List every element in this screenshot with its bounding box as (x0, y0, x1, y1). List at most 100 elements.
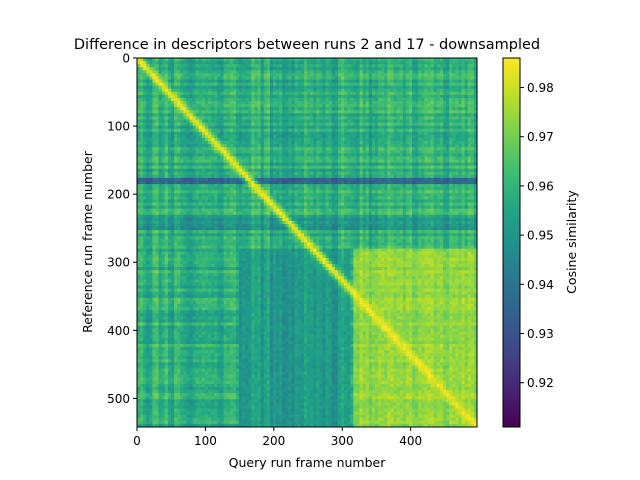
heatmap-cell (350, 70, 354, 74)
heatmap-cell (467, 97, 472, 102)
heatmap-cell (427, 101, 432, 105)
heatmap-cell (418, 79, 422, 84)
heatmap-cell (266, 67, 271, 71)
heatmap-cell (251, 58, 256, 62)
heatmap-cell (254, 70, 259, 74)
heatmap-cell (171, 61, 175, 65)
heatmap-cell (189, 76, 194, 81)
heatmap-cell (279, 70, 283, 74)
heatmap-cell (140, 61, 144, 65)
heatmap-cell (427, 88, 432, 93)
heatmap-cell (424, 88, 429, 93)
heatmap-cell (368, 101, 373, 105)
heatmap-cell (235, 82, 240, 87)
heatmap-cell (282, 64, 286, 68)
heatmap-cell (418, 104, 422, 108)
heatmap-cell (378, 67, 382, 71)
heatmap-cell (399, 73, 404, 78)
heatmap-cell (331, 91, 336, 96)
heatmap-cell (205, 64, 209, 68)
heatmap-cell (452, 73, 456, 78)
heatmap-cell (167, 85, 172, 90)
heatmap-cell (371, 94, 376, 99)
heatmap-cell (211, 94, 215, 99)
heatmap-cell (248, 104, 252, 108)
heatmap-cell (396, 58, 401, 62)
heatmap-cell (201, 88, 206, 93)
heatmap-cell (149, 61, 154, 65)
heatmap-cell (205, 101, 209, 105)
heatmap-cell (310, 73, 314, 78)
heatmap-cell (155, 79, 160, 84)
heatmap-cell (161, 94, 166, 99)
heatmap-cell (279, 73, 283, 78)
heatmap-cell (470, 70, 475, 74)
heatmap-cell (371, 91, 376, 96)
heatmap-cell (303, 67, 308, 71)
heatmap-cell (288, 61, 293, 65)
heatmap-cell (473, 97, 477, 102)
heatmap-cell (300, 64, 305, 68)
heatmap-cell (310, 61, 314, 65)
heatmap-cell (254, 58, 259, 62)
heatmap-cell (347, 79, 351, 84)
heatmap-cell (257, 82, 262, 87)
heatmap-cell (300, 85, 305, 90)
heatmap-cell (402, 94, 407, 99)
heatmap-cell (189, 82, 194, 87)
heatmap-cell (248, 85, 252, 90)
heatmap-cell (266, 104, 271, 108)
heatmap-cell (458, 67, 463, 71)
heatmap-cell (402, 104, 407, 108)
heatmap-cell (174, 76, 178, 81)
heatmap-cell (171, 58, 175, 62)
heatmap-cell (307, 94, 311, 99)
heatmap-cell (285, 88, 290, 93)
heatmap-cell (467, 94, 472, 99)
heatmap-cell (310, 101, 314, 105)
heatmap-cell (365, 67, 370, 71)
heatmap-cell (439, 82, 444, 87)
heatmap-cell (344, 58, 348, 62)
heatmap-cell (174, 79, 178, 84)
heatmap-cell (418, 82, 422, 87)
heatmap-cell (257, 85, 262, 90)
heatmap-cell (140, 79, 144, 84)
heatmap-cell (174, 58, 178, 62)
heatmap-cell (347, 82, 351, 87)
heatmap-cell (359, 61, 364, 65)
heatmap-cell (220, 64, 225, 68)
heatmap-cell (294, 70, 299, 74)
heatmap-cell (211, 85, 215, 90)
heatmap-cell (443, 67, 447, 71)
heatmap-cell (201, 82, 206, 87)
heatmap-cell (439, 73, 444, 78)
heatmap-cell (171, 76, 175, 81)
heatmap-cell (140, 58, 144, 62)
heatmap-cell (186, 97, 191, 102)
heatmap-cell (180, 104, 184, 108)
heatmap-cell (266, 85, 271, 90)
heatmap-cell (446, 67, 450, 71)
heatmap-cell (337, 82, 342, 87)
heatmap-cell (183, 91, 188, 96)
heatmap-cell (331, 88, 336, 93)
heatmap-cell (334, 64, 339, 68)
heatmap-cell (402, 76, 407, 81)
heatmap-cell (433, 79, 438, 84)
heatmap-cell (195, 76, 200, 81)
heatmap-cell (384, 61, 388, 65)
heatmap-cell (239, 101, 243, 105)
heatmap-cell (446, 82, 450, 87)
heatmap-cell (449, 104, 453, 108)
heatmap-cell (446, 70, 450, 74)
heatmap-cell (167, 70, 172, 74)
heatmap-cell (415, 64, 419, 68)
heatmap-cell (266, 79, 271, 84)
heatmap-cell (341, 85, 345, 90)
heatmap-cell (470, 85, 475, 90)
heatmap-cell (279, 58, 283, 62)
heatmap-cell (140, 64, 144, 68)
heatmap-cell (362, 85, 367, 90)
heatmap-cell (430, 94, 435, 99)
